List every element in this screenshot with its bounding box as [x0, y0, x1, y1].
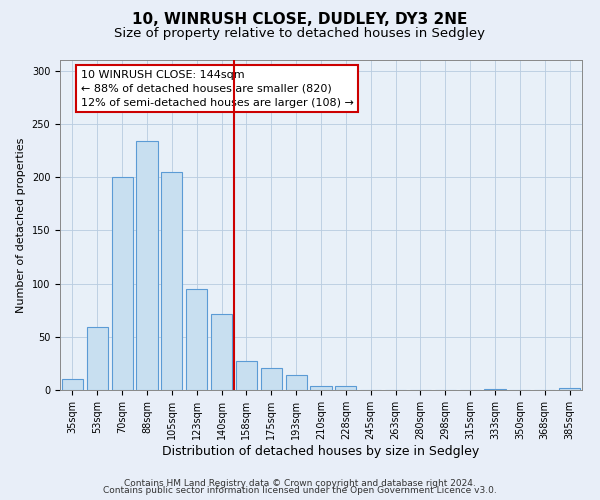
Text: 10, WINRUSH CLOSE, DUDLEY, DY3 2NE: 10, WINRUSH CLOSE, DUDLEY, DY3 2NE [133, 12, 467, 28]
Bar [236, 362, 257, 390]
Text: Contains HM Land Registry data © Crown copyright and database right 2024.: Contains HM Land Registry data © Crown c… [124, 478, 476, 488]
X-axis label: Distribution of detached houses by size in Sedgley: Distribution of detached houses by size … [163, 444, 479, 458]
Text: Size of property relative to detached houses in Sedgley: Size of property relative to detached ho… [115, 28, 485, 40]
Bar [112, 177, 133, 390]
Bar [62, 380, 83, 390]
Bar [559, 388, 580, 390]
Bar [186, 289, 207, 390]
Bar [161, 172, 182, 390]
Bar [211, 314, 232, 390]
Bar [286, 375, 307, 390]
Bar [261, 368, 282, 390]
Text: Contains public sector information licensed under the Open Government Licence v3: Contains public sector information licen… [103, 486, 497, 495]
Bar [310, 386, 332, 390]
Y-axis label: Number of detached properties: Number of detached properties [16, 138, 26, 312]
Bar [87, 327, 108, 390]
Bar [335, 386, 356, 390]
Bar [136, 141, 158, 390]
Text: 10 WINRUSH CLOSE: 144sqm
← 88% of detached houses are smaller (820)
12% of semi-: 10 WINRUSH CLOSE: 144sqm ← 88% of detach… [81, 70, 354, 108]
Bar [484, 389, 506, 390]
